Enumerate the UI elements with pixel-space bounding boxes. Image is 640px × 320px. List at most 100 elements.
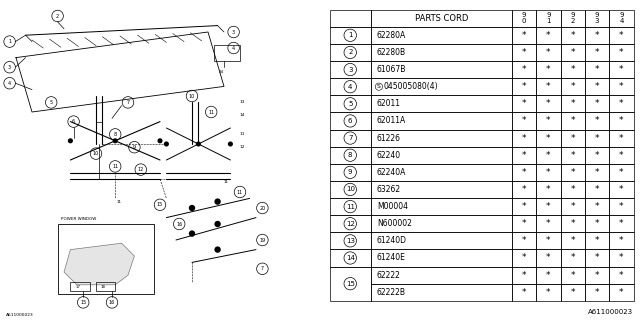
Bar — [330, 267, 371, 301]
Text: *: * — [570, 99, 575, 108]
Text: *: * — [546, 253, 550, 262]
Bar — [330, 61, 371, 78]
Bar — [512, 95, 536, 112]
Bar — [609, 232, 634, 249]
Text: 4: 4 — [348, 84, 353, 90]
Bar — [561, 112, 585, 130]
Text: 4: 4 — [8, 81, 11, 86]
Bar — [330, 232, 371, 249]
Text: 11: 11 — [346, 204, 355, 210]
Bar — [536, 27, 561, 44]
Bar — [561, 95, 585, 112]
Text: *: * — [570, 236, 575, 245]
Text: 62222: 62222 — [377, 271, 401, 280]
Bar — [330, 10, 371, 27]
Text: *: * — [595, 168, 599, 177]
Text: 62280A: 62280A — [377, 31, 406, 40]
Bar — [585, 249, 609, 267]
Text: *: * — [570, 82, 575, 91]
Text: 62240: 62240 — [377, 151, 401, 160]
Bar — [330, 112, 371, 130]
Text: 14: 14 — [346, 255, 355, 261]
Bar — [585, 284, 609, 301]
Bar — [609, 215, 634, 232]
Text: *: * — [595, 271, 599, 280]
Text: *: * — [546, 219, 550, 228]
Bar — [561, 232, 585, 249]
Bar — [512, 267, 536, 284]
Bar — [609, 95, 634, 112]
Bar — [609, 249, 634, 267]
Bar — [609, 27, 634, 44]
Text: *: * — [546, 65, 550, 74]
Text: *: * — [619, 202, 623, 211]
Text: 3: 3 — [8, 65, 11, 70]
Text: 20: 20 — [259, 205, 266, 211]
Bar — [536, 267, 561, 284]
Bar — [585, 164, 609, 181]
Text: *: * — [619, 133, 623, 143]
Text: 15: 15 — [80, 300, 86, 305]
Bar — [371, 78, 512, 95]
Text: *: * — [619, 219, 623, 228]
Bar — [512, 284, 536, 301]
Text: *: * — [570, 288, 575, 297]
Bar — [371, 164, 512, 181]
Bar — [70, 282, 90, 291]
Bar — [561, 267, 585, 284]
Text: 8: 8 — [348, 152, 353, 158]
Bar — [371, 61, 512, 78]
Text: *: * — [546, 116, 550, 125]
Text: 1: 1 — [8, 39, 11, 44]
Text: 17: 17 — [76, 285, 80, 289]
Text: 62011: 62011 — [377, 99, 401, 108]
Text: 6: 6 — [72, 119, 75, 124]
Bar — [561, 181, 585, 198]
Text: *: * — [522, 82, 527, 91]
Bar — [609, 130, 634, 147]
Text: 9
2: 9 2 — [570, 12, 575, 24]
Bar — [585, 215, 609, 232]
Text: 9
1: 9 1 — [546, 12, 550, 24]
Bar — [371, 44, 512, 61]
Bar — [561, 198, 585, 215]
Text: 5: 5 — [50, 100, 52, 105]
Text: 7: 7 — [261, 266, 264, 271]
Bar — [330, 198, 371, 215]
Text: 9
3: 9 3 — [595, 12, 599, 24]
Text: 3: 3 — [232, 29, 235, 35]
Text: *: * — [546, 271, 550, 280]
Text: *: * — [522, 236, 527, 245]
Bar — [330, 164, 371, 181]
Bar — [371, 232, 512, 249]
Text: *: * — [570, 65, 575, 74]
Bar — [512, 130, 536, 147]
Bar — [371, 10, 512, 27]
Text: *: * — [570, 185, 575, 194]
Text: *: * — [619, 82, 623, 91]
Text: 2: 2 — [348, 49, 353, 55]
Text: *: * — [570, 271, 575, 280]
Text: *: * — [522, 65, 527, 74]
Text: *: * — [522, 99, 527, 108]
Text: 61067B: 61067B — [377, 65, 406, 74]
Bar — [512, 27, 536, 44]
Text: 16: 16 — [176, 221, 182, 227]
Text: 8: 8 — [114, 132, 116, 137]
Bar — [536, 198, 561, 215]
Bar — [585, 61, 609, 78]
Text: A611000023: A611000023 — [6, 313, 34, 317]
Text: *: * — [595, 219, 599, 228]
Text: 3: 3 — [348, 67, 353, 73]
Bar — [512, 78, 536, 95]
Bar — [536, 284, 561, 301]
Bar — [536, 78, 561, 95]
Text: *: * — [546, 236, 550, 245]
Bar — [609, 267, 634, 284]
Bar — [512, 215, 536, 232]
Text: 5: 5 — [348, 101, 353, 107]
Text: 63262: 63262 — [377, 185, 401, 194]
Bar — [561, 27, 585, 44]
Text: *: * — [570, 48, 575, 57]
Bar — [536, 249, 561, 267]
